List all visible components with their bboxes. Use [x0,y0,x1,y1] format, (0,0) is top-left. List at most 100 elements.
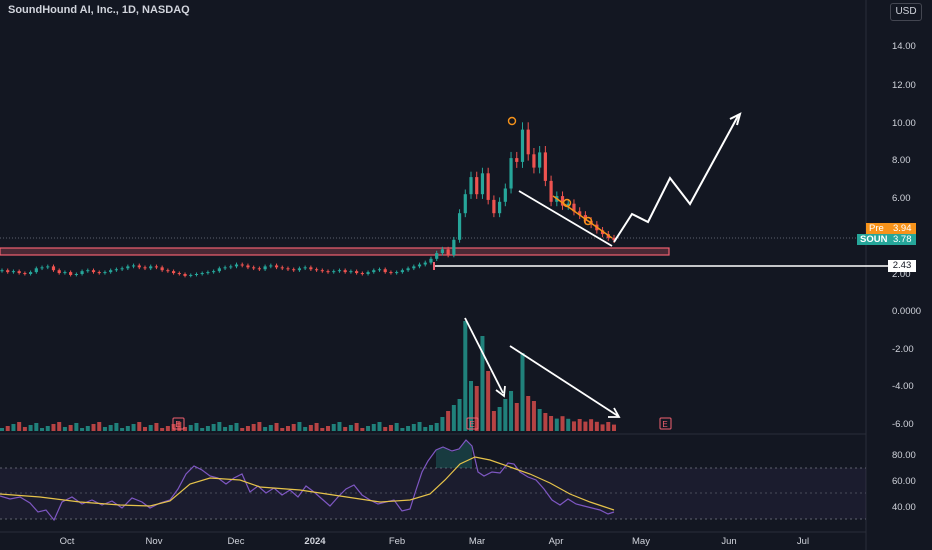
volume-bar [606,422,611,431]
candle-body [206,272,210,274]
volume-bar [497,407,502,431]
candle-body [143,267,147,269]
volume-bar [451,405,456,431]
volume-bar [503,399,508,431]
x-tick-label: Jun [721,536,736,547]
volume-bar [394,423,399,431]
x-tick-label: Feb [389,536,405,547]
candle-body [263,266,267,270]
volume-bar [160,428,165,431]
candle-body [343,270,347,273]
candle-body [360,273,364,275]
candle-body [515,158,519,162]
volume-bar [228,425,233,431]
volume-bar [526,396,531,431]
volume-bar [131,424,136,431]
candle-body [600,230,605,235]
volume-bar [428,425,433,431]
volume-bar [205,426,210,431]
volume-bar [440,417,445,431]
volume-bar [200,428,205,431]
candle-body [492,199,496,214]
volume-bars [0,321,616,431]
volume-bar [326,426,331,431]
swing-marker[interactable] [507,116,517,126]
candle-body [34,268,38,273]
candle-body [137,265,141,268]
volume-arrow-2[interactable] [509,345,619,417]
last-price-tag: SOUN 3.78 [857,234,916,245]
candle-body [463,194,467,214]
volume-bar [11,424,16,431]
volume-bar [612,424,616,431]
support-zone[interactable] [0,247,670,256]
falling-trendline[interactable] [518,190,613,247]
volume-bar [554,418,559,431]
candle-body [560,196,565,206]
earnings-marker[interactable] [172,417,185,430]
premarket-tag: Pre 3.94 [866,223,916,234]
earnings-marker[interactable] [659,417,672,430]
earnings-marker-glyph: E [469,420,474,429]
time-scale[interactable]: Oct Nov Dec 2024 Feb Mar Apr May Jun Jul [60,536,809,547]
drawing-annotations[interactable] [464,112,742,418]
volume-bar [120,428,125,431]
volume-bar [137,422,142,431]
candle-body [332,271,336,273]
volume-bar [360,428,365,431]
volume-bar [74,423,79,431]
volume-bar [17,422,22,431]
volume-bar [589,419,594,431]
candle-body [532,154,536,168]
projection-path[interactable] [613,115,739,243]
x-tick-label: Mar [469,536,485,547]
candle-body [572,203,576,212]
volume-bar [188,425,193,431]
volume-bar [268,425,273,431]
earnings-marker-glyph: E [662,420,667,429]
swing-marker[interactable] [583,216,593,226]
volume-bar [223,427,228,431]
volume-bar [331,424,336,431]
volume-bar [537,409,542,431]
candle-body [223,267,227,269]
candle-body [452,239,456,255]
volume-bar [377,422,382,431]
candle-body [120,268,124,270]
volume-bar [80,428,85,431]
y-tick-label: 80.00 [892,450,916,461]
volume-bar [457,399,462,431]
volume-bar [274,423,279,431]
x-tick-label: 2024 [304,536,326,547]
candle-body [326,271,330,273]
candle-body [46,266,50,268]
candle-body [412,266,416,269]
volume-bar [51,424,56,431]
volume-bar [491,411,496,431]
volume-arrowhead-1 [495,385,506,398]
candle-body [69,272,73,275]
volume-bar [543,413,548,431]
volume-bar [177,422,182,431]
candle-body [217,268,221,272]
volume-bar [577,419,582,431]
volume-bar [566,418,571,431]
candle-body [406,268,410,271]
last-price-value: 3.78 [893,234,912,245]
volume-bar [308,425,313,431]
volume-bar [366,426,371,431]
rsi-band [0,468,866,519]
volume-bar [474,386,479,431]
earnings-marker[interactable] [466,417,479,430]
currency-selector[interactable]: USD [890,3,922,21]
price-scale[interactable]: 14.00 12.00 10.00 8.00 6.00 2.00 0.0000 -2.00 -4… [892,41,921,513]
volume-bar [245,426,250,431]
swing-marker[interactable] [562,198,572,208]
volume-bar [560,416,565,431]
volume-bar [343,427,348,431]
volume-bar [549,416,554,431]
volume-arrow-1[interactable] [464,317,504,394]
y-tick-label: 14.00 [892,41,916,52]
